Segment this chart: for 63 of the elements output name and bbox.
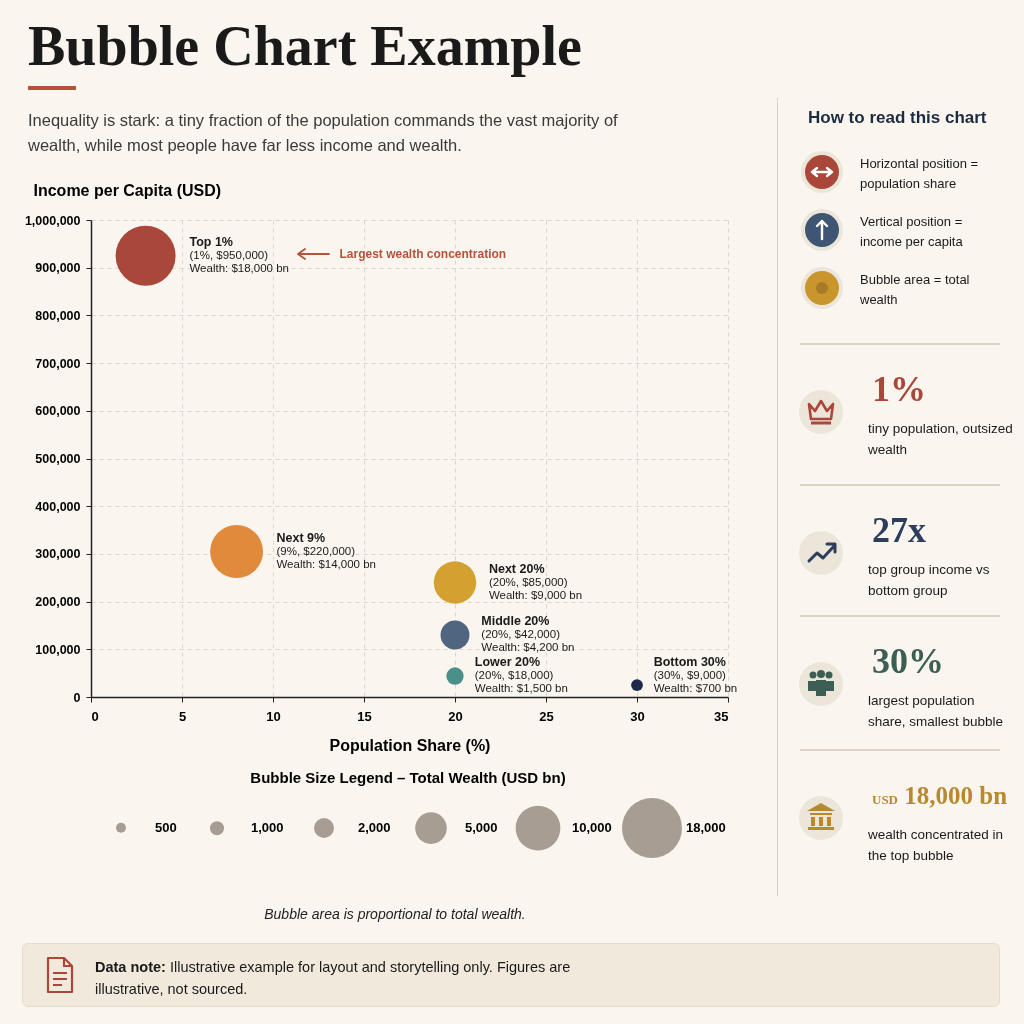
y-tick-label: 600,000 [35, 404, 81, 419]
legend-label: 5,000 [465, 820, 498, 836]
y-tick-label: 700,000 [35, 356, 81, 371]
text: Bubble area = total wealth [860, 271, 971, 309]
text: top group income vs bottom group [868, 561, 991, 600]
x-tick-label: 5 [178, 708, 187, 724]
data-label: (20%, $85,000) [488, 575, 568, 588]
data-label: (20%, $42,000) [481, 627, 561, 640]
legend-title: Bubble Size Legend – Total Wealth (USD bn) [250, 769, 566, 786]
chart-title: Bubble Chart Example [28, 14, 582, 78]
x-tick-label: 10 [266, 708, 281, 724]
text: Vertical position = income per capita [860, 213, 964, 251]
x-tick-label: 35 [714, 708, 729, 724]
text: Horizontal position = population share [860, 155, 980, 193]
series-label: Next 9% [276, 530, 326, 545]
y-tick-label: 0 [73, 690, 81, 705]
series-label: Bottom 30% [653, 655, 726, 669]
chart-subtitle: Inequality is stark: a tiny fraction of the population commands the vast majority of wealth, while most people have far less income and wealth. [28, 110, 619, 156]
text: largest population share, smallest bubble [868, 692, 1005, 731]
y-tick-label: 100,000 [35, 642, 81, 657]
x-tick-label: 0 [91, 708, 99, 724]
text: Bubble area is proportional to total wealth. [263, 906, 527, 922]
series-label: Lower 20% [474, 655, 541, 669]
y-tick-label: 500,000 [35, 452, 81, 466]
text: 30% [872, 640, 944, 682]
text: 27x [872, 509, 926, 551]
legend-label: 1,000 [251, 820, 284, 836]
data-label: (1%, $950,000) [189, 248, 269, 261]
y-axis-title: Income per Capita (USD) [33, 181, 222, 199]
data-label: (9%, $220,000) [276, 544, 356, 557]
x-axis-title: Population Share (%) [329, 736, 491, 754]
text: tiny population, outsized wealth [868, 420, 1014, 459]
legend-label: 10,000 [572, 820, 612, 836]
y-tick-label: 300,000 [35, 547, 81, 562]
x-tick-label: 25 [539, 708, 554, 724]
y-tick-label: 800,000 [35, 308, 81, 323]
x-tick-label: 30 [630, 708, 645, 724]
series-label: Next 20% [488, 561, 545, 576]
annotation: Largest wealth concentration [339, 246, 507, 261]
x-tick-label: 15 [357, 708, 372, 724]
annotation: Wealth: $14,000 bn [276, 557, 376, 570]
text: USD 18,000 bn [872, 782, 1008, 810]
annotation: Wealth: $4,200 bn [481, 640, 575, 653]
legend-label: 2,000 [358, 820, 391, 835]
series-label: Middle 20% [481, 613, 550, 628]
y-tick-label: 400,000 [35, 499, 81, 514]
y-tick-label: 1,000,000 [24, 213, 81, 228]
text: How to read this chart [808, 108, 987, 128]
data-label: (30%, $9,000) [653, 669, 727, 681]
annotation: Wealth: $1,500 bn [474, 682, 568, 694]
annotation: Wealth: $9,000 bn [488, 588, 583, 601]
text: Data note: Illustrative example for layout and storytelling only. Figures are illustrative, not sourced. [95, 958, 572, 999]
annotation: Wealth: $700 bn [653, 682, 738, 694]
data-label: (20%, $18,000) [474, 669, 554, 681]
annotation: Wealth: $18,000 bn [189, 261, 289, 274]
legend-label: 500 [155, 819, 177, 835]
legend-label: 18,000 [686, 820, 726, 835]
series-label: Top 1% [189, 234, 233, 249]
y-tick-label: 900,000 [35, 261, 81, 276]
x-tick-label: 20 [448, 708, 463, 724]
text: wealth concentrated in the top bubble [868, 826, 1005, 865]
text: 1% [872, 368, 926, 410]
y-tick-label: 200,000 [35, 595, 81, 610]
